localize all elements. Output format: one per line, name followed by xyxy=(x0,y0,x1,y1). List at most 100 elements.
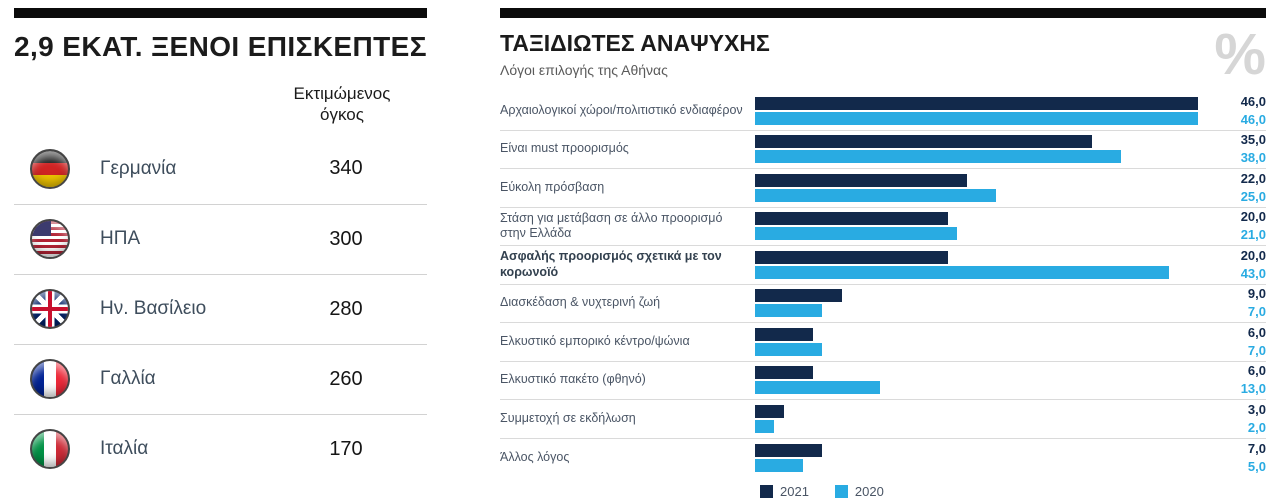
france-flag-icon xyxy=(30,359,70,399)
country-value: 170 xyxy=(329,437,363,460)
bar-2020 xyxy=(755,150,1121,164)
header-accent-bar xyxy=(500,8,1266,18)
value-2021: 46,0 xyxy=(1240,93,1266,109)
bar-group xyxy=(755,96,1198,125)
bar-2020 xyxy=(755,227,958,241)
value-stack: 3,0 2,0 xyxy=(1198,401,1266,437)
bar-2021 xyxy=(755,135,1093,149)
value-2020: 21,0 xyxy=(1240,227,1266,243)
value-stack: 20,0 43,0 xyxy=(1198,247,1266,283)
bar-group xyxy=(755,250,1198,279)
germany-flag-icon xyxy=(30,148,70,189)
value-2021: 3,0 xyxy=(1247,401,1266,417)
bar-2021 xyxy=(755,96,1198,110)
bar-2020 xyxy=(755,342,823,356)
category-label: Ασφαλής προορισμός σχετικά με τον κορωνο… xyxy=(500,249,722,279)
category-label: Εύκολη πρόσβαση xyxy=(500,179,605,194)
value-stack: 46,0 46,0 xyxy=(1198,93,1266,129)
bar-group xyxy=(755,173,1198,202)
value-2020: 7,0 xyxy=(1247,342,1266,358)
value-stack: 6,0 7,0 xyxy=(1198,324,1266,360)
chart-row: Ελκυστικό εμπορικό κέντρο/ψώνια 6,0 7,0 xyxy=(500,323,1266,362)
bar-2021 xyxy=(755,404,784,418)
bar-2021 xyxy=(755,289,842,303)
category-label: Στάση για μετάβαση σε άλλο προορισμό στη… xyxy=(500,210,723,241)
country-name: Γαλλία xyxy=(100,368,156,389)
chart-legend: 2021 2020 xyxy=(760,484,1266,499)
country-row: Γαλλία 260 xyxy=(14,343,427,414)
estimated-volume-column-header: Εκτιμώμενος όγκος xyxy=(293,84,391,125)
value-2021: 20,0 xyxy=(1240,209,1266,225)
value-2021: 6,0 xyxy=(1247,324,1266,340)
legend-item-2020: 2020 xyxy=(834,484,884,499)
chart-row: Στάση για μετάβαση σε άλλο προορισμό στη… xyxy=(500,208,1266,246)
country-row: ΗΠΑ 300 xyxy=(14,203,427,274)
usa-flag-icon xyxy=(30,219,70,259)
bar-2021 xyxy=(755,366,813,380)
value-2020: 38,0 xyxy=(1240,150,1266,166)
category-label: Είναι must προορισμός xyxy=(500,141,629,156)
value-stack: 22,0 25,0 xyxy=(1198,170,1266,206)
country-row: Ιταλία 170 xyxy=(14,413,427,484)
bar-2020 xyxy=(755,381,881,395)
value-2021: 22,0 xyxy=(1240,170,1266,186)
chart-row: Αρχαιολογικοί χώροι/πολιτιστικό ενδιαφέρ… xyxy=(500,92,1266,131)
country-table: Γερμανία 340 ΗΠΑ 300 Ην. Βασίλειο 280 Γα… xyxy=(14,134,427,484)
legend-item-2021: 2021 xyxy=(760,484,809,499)
country-value: 300 xyxy=(329,227,363,250)
bar-group xyxy=(755,443,1198,472)
chart-row: Διασκέδαση & νυχτερινή ζωή 9,0 7,0 xyxy=(500,285,1266,323)
category-label: Διασκέδαση & νυχτερινή ζωή xyxy=(500,295,661,310)
bar-2020 xyxy=(755,111,1198,125)
chart-subtitle: Λόγοι επιλογής της Αθήνας xyxy=(500,62,668,78)
chart-title: ΤΑΞΙΔΙΩΤΕΣ ΑΝΑΨΥΧΗΣ xyxy=(500,30,770,56)
category-label: Ελκυστικό εμπορικό κέντρο/ψώνια xyxy=(500,333,690,348)
country-value: 260 xyxy=(329,367,363,390)
bar-group xyxy=(755,366,1198,395)
chart-row: Εύκολη πρόσβαση 22,0 25,0 xyxy=(500,169,1266,208)
value-2020: 25,0 xyxy=(1240,188,1266,204)
country-row: Γερμανία 340 xyxy=(14,134,427,204)
chart-row: Ασφαλής προορισμός σχετικά με τον κορωνο… xyxy=(500,246,1266,285)
value-2021: 20,0 xyxy=(1240,247,1266,263)
value-stack: 7,0 5,0 xyxy=(1198,440,1266,476)
value-2021: 6,0 xyxy=(1247,363,1266,379)
value-stack: 35,0 38,0 xyxy=(1198,131,1266,167)
header-accent-bar xyxy=(14,8,427,18)
bar-2020 xyxy=(755,458,804,472)
bar-2020 xyxy=(755,265,1170,279)
country-name: Ην. Βασίλειο xyxy=(100,298,207,319)
left-panel-title: 2,9 ΕΚΑΤ. ΞΕΝΟΙ ΕΠΙΣΚΕΠΤΕΣ xyxy=(14,31,427,62)
category-label: Αρχαιολογικοί χώροι/πολιτιστικό ενδιαφέρ… xyxy=(500,102,743,117)
leisure-travelers-panel: ΤΑΞΙΔΙΩΤΕΣ ΑΝΑΨΥΧΗΣ Λόγοι επιλογής της Α… xyxy=(500,8,1266,499)
bar-chart: Αρχαιολογικοί χώροι/πολιτιστικό ενδιαφέρ… xyxy=(500,92,1266,477)
country-row: Ην. Βασίλειο 280 xyxy=(14,273,427,344)
uk-flag-icon xyxy=(30,289,70,329)
value-2020: 13,0 xyxy=(1240,381,1266,397)
value-stack: 6,0 13,0 xyxy=(1198,362,1266,398)
value-2021: 7,0 xyxy=(1247,440,1266,456)
foreign-visitors-panel: 2,9 ΕΚΑΤ. ΞΕΝΟΙ ΕΠΙΣΚΕΠΤΕΣ Εκτιμώμενος ό… xyxy=(14,8,427,484)
country-value: 280 xyxy=(329,297,363,320)
value-2020: 46,0 xyxy=(1240,111,1266,127)
value-stack: 20,0 21,0 xyxy=(1198,208,1266,244)
bar-group xyxy=(755,135,1198,164)
country-name: Γερμανία xyxy=(100,157,177,179)
legend-2020-label: 2020 xyxy=(854,484,884,499)
bar-2021 xyxy=(755,443,823,457)
legend-2021-label: 2021 xyxy=(780,484,809,499)
value-2020: 5,0 xyxy=(1247,458,1266,474)
bar-group xyxy=(755,404,1198,433)
country-value: 340 xyxy=(329,157,363,179)
value-stack: 9,0 7,0 xyxy=(1198,285,1266,321)
bar-2020 xyxy=(755,419,775,433)
bar-2021 xyxy=(755,327,813,341)
value-2020: 2,0 xyxy=(1247,419,1266,435)
bar-2020 xyxy=(755,188,996,202)
country-name: ΗΠΑ xyxy=(100,228,141,249)
legend-2020-swatch xyxy=(834,485,848,498)
percent-symbol: % xyxy=(1214,22,1266,87)
country-name: Ιταλία xyxy=(100,438,149,459)
bar-2021 xyxy=(755,250,948,264)
